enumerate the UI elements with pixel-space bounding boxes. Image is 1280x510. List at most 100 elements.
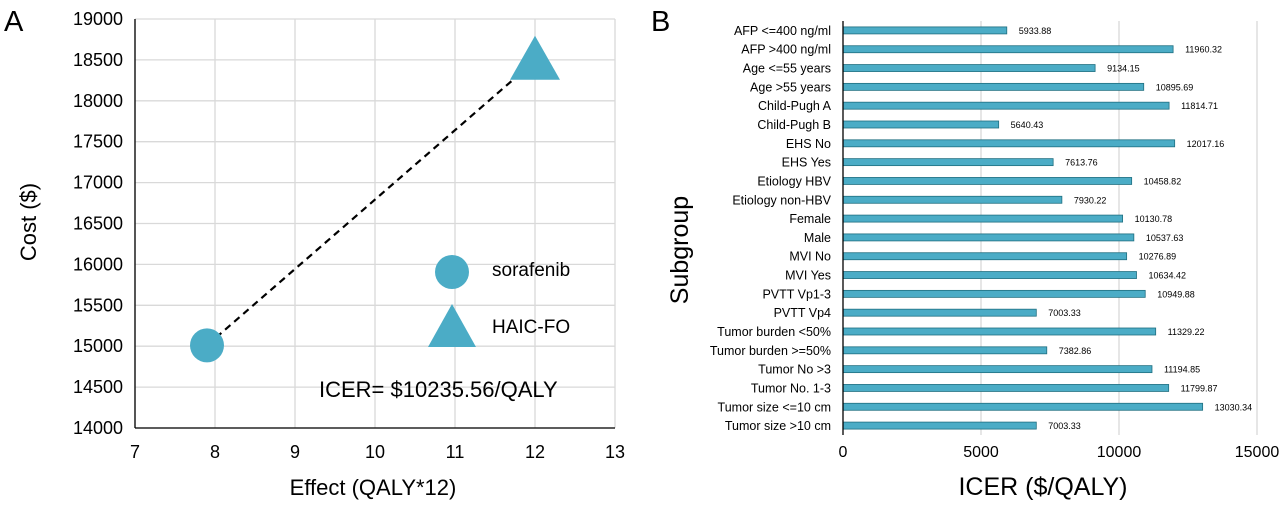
scatter-x-ticks: 7 8 9 10 11 12 13 [130, 442, 625, 462]
bar-category-label: EHS No [786, 137, 831, 151]
bar [842, 289, 1146, 298]
bar-series [842, 26, 1204, 430]
scatter-grid [134, 18, 616, 429]
scatter-y-tick-label: 18500 [73, 50, 123, 70]
bar-category-labels: AFP <=400 ng/ml AFP >400 ng/ml Age <=55 ye… [710, 24, 832, 433]
bar [842, 177, 1133, 185]
scatter-x-tick-label: 9 [290, 442, 300, 462]
bar-value-label: 11194.85 [1164, 365, 1200, 375]
scatter-legend: sorafenib HAIC-FO [428, 255, 570, 347]
bar-value-label: 10895.69 [1156, 82, 1194, 92]
scatter-y-ticks: 14000 14500 15000 15500 16000 16500 17000 17500… [73, 9, 123, 438]
scatter-y-tick-label: 15000 [73, 336, 123, 356]
bar-value-label: 10634.42 [1149, 271, 1187, 281]
bar-value-labels: 5933.88 11960.32 9134.15 10895.69 11814.71 56… [1011, 26, 1253, 431]
scatter-point-sorafenib [190, 328, 224, 363]
scatter-y-tick-label: 15500 [73, 295, 123, 315]
bar-panel-b: AFP <=400 ng/ml AFP >400 ng/ml Age <=55 ye… [666, 21, 1279, 501]
bar-category-label: Tumor size >10 cm [725, 419, 831, 433]
bar-x-tick-label: 10000 [1097, 444, 1142, 461]
bar-x-tick-label: 0 [839, 444, 848, 461]
scatter-x-tick-label: 8 [210, 442, 220, 462]
scatter-axes [134, 19, 615, 429]
bar-category-label: Etiology non-HBV [732, 193, 831, 207]
scatter-y-tick-label: 16000 [73, 254, 123, 274]
scatter-x-axis-label: Effect (QALY*12) [290, 475, 457, 500]
bar [842, 252, 1128, 261]
scatter-panel-a: 7 8 9 10 11 12 13 14000 14500 15000 15500 16000 165… [16, 9, 625, 500]
icer-annotation: ICER= $10235.56/QALY [319, 377, 558, 402]
scatter-x-tick-label: 11 [446, 442, 465, 462]
bar-value-label: 11814.71 [1181, 101, 1218, 111]
bar [842, 120, 1000, 129]
bar-value-label: 10537.63 [1146, 233, 1184, 243]
scatter-points [190, 35, 560, 363]
legend-sorafenib-label: sorafenib [492, 260, 570, 281]
bar [842, 158, 1054, 167]
bar-value-label: 10458.82 [1144, 176, 1182, 186]
scatter-x-tick-label: 10 [365, 442, 385, 462]
bar [842, 45, 1174, 54]
bar-category-label: Child-Pugh B [757, 118, 831, 132]
bar-value-label: 5933.88 [1019, 26, 1052, 36]
bar-category-label: Tumor No. 1-3 [751, 381, 831, 395]
panel-b-letter: B [651, 6, 670, 38]
bar [842, 82, 1145, 91]
bar-category-label: MVI No [789, 250, 831, 264]
bar-category-label: EHS Yes [782, 156, 831, 170]
bar-category-label: Tumor No >3 [758, 363, 831, 377]
bar-x-tick-label: 5000 [963, 444, 999, 461]
scatter-y-tick-label: 17000 [73, 173, 123, 193]
bar [842, 327, 1157, 336]
bar-category-label: Male [804, 231, 831, 245]
bar-x-tick-label: 15000 [1235, 444, 1280, 461]
bar-category-label: AFP <=400 ng/ml [734, 24, 831, 38]
bar [842, 271, 1137, 279]
bar-value-label: 7613.76 [1065, 158, 1098, 168]
bar-y-axis-label: Subgroup [666, 196, 694, 304]
scatter-connector-line [206, 59, 536, 347]
bar [842, 101, 1170, 110]
bar-category-label: Tumor size <=10 cm [718, 400, 831, 414]
bar-value-label: 7003.33 [1048, 421, 1081, 431]
bar-category-label: Female [789, 212, 831, 226]
bar-category-label: Tumor burden <50% [717, 325, 831, 339]
scatter-point-haic-fo [510, 35, 560, 80]
scatter-y-tick-label: 17500 [73, 132, 123, 152]
bar-value-label: 12017.16 [1187, 139, 1225, 149]
bar-value-label: 11799.87 [1181, 383, 1218, 393]
bar [842, 64, 1096, 72]
bar [842, 402, 1204, 411]
scatter-y-tick-label: 18000 [73, 91, 123, 111]
bar-x-axis-label: ICER ($/QALY) [958, 473, 1127, 501]
bar [842, 365, 1153, 374]
bar-category-label: PVTT Vp4 [774, 306, 831, 320]
scatter-y-tick-label: 14500 [73, 377, 123, 397]
bar-category-label: PVTT Vp1-3 [762, 287, 831, 301]
bar [842, 26, 1008, 35]
bar [842, 139, 1176, 148]
bar-value-label: 5640.43 [1011, 120, 1044, 130]
bar [842, 308, 1037, 317]
bar-category-label: Etiology HBV [757, 174, 831, 188]
legend-haic-fo-label: HAIC-FO [492, 317, 570, 338]
bar-category-label: Age <=55 years [743, 62, 831, 76]
bar-value-label: 10276.89 [1139, 252, 1177, 262]
bar-value-label: 11960.32 [1185, 45, 1222, 55]
bar-category-label: Tumor burden >=50% [710, 344, 831, 358]
bar [842, 384, 1170, 392]
bar-x-ticks: 0 5000 10000 15000 [839, 444, 1280, 461]
scatter-x-tick-label: 13 [605, 442, 625, 462]
bar-value-label: 9134.15 [1107, 64, 1140, 74]
bar [842, 195, 1063, 204]
bar [842, 346, 1048, 355]
bar [842, 233, 1135, 242]
legend-sorafenib-marker [435, 255, 469, 289]
scatter-x-tick-label: 12 [525, 442, 545, 462]
bar-value-label: 10949.88 [1157, 289, 1195, 299]
bar-value-label: 13030.34 [1215, 402, 1253, 412]
bar-category-label: Age >55 years [750, 80, 831, 94]
scatter-y-tick-label: 16500 [73, 214, 123, 234]
